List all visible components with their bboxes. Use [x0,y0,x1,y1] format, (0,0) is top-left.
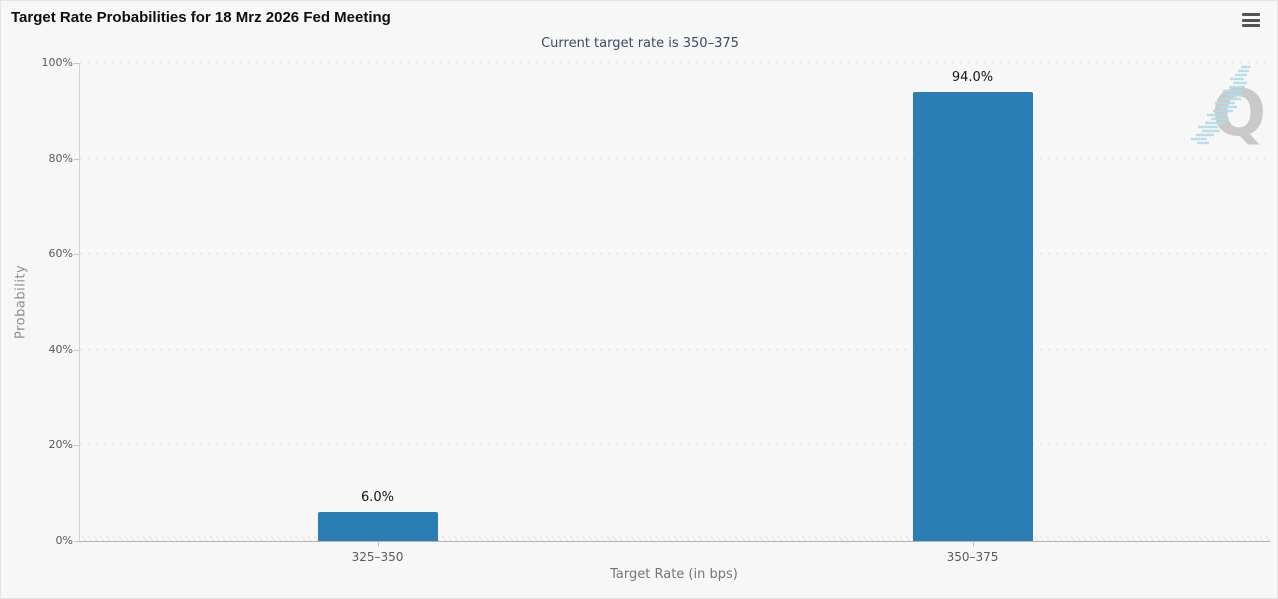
chart-subtitle: Current target rate is 350–375 [541,36,739,51]
gridline [80,157,1270,159]
hamburger-icon [1242,24,1260,27]
gridline [80,253,1270,255]
bar-350–375[interactable] [912,91,1033,541]
y-tick-label: 80% [48,151,73,165]
y-axis-title: Probability [13,264,29,340]
x-axis-title: Target Rate (in bps) [610,567,738,582]
y-tick-mark [74,349,79,351]
bar-value-label: 94.0% [951,69,994,85]
x-tick-mark [972,541,974,547]
chart-title: Target Rate Probabilities for 18 Mrz 202… [11,9,391,26]
plot-area: 6.0% 325–350 94.0% 350–375 [79,62,1270,564]
bar-value-label: 6.0% [360,490,395,506]
y-tick-label: 100% [41,56,73,69]
x-tick-label: 325–350 [351,550,404,564]
gridline [80,444,1270,446]
hamburger-icon [1242,18,1260,22]
gridline [80,62,1270,63]
y-tick-label: 20% [48,438,73,452]
y-tick-label: 0% [55,534,73,547]
y-tick-mark [74,63,79,64]
y-tick-mark [74,254,79,256]
menu-button[interactable] [1241,13,1261,29]
axis-minor-ticks [80,536,1270,541]
bar-325–350[interactable] [317,512,438,541]
y-tick-label: 40% [48,342,73,356]
gridline [80,348,1270,350]
y-tick-mark [74,158,79,160]
y-tick-mark [74,445,79,447]
y-tick-mark [74,541,79,542]
hamburger-icon [1242,13,1260,16]
x-tick-label: 350–375 [946,550,999,564]
x-tick-mark [377,541,379,547]
y-tick-label: 60% [48,247,73,261]
